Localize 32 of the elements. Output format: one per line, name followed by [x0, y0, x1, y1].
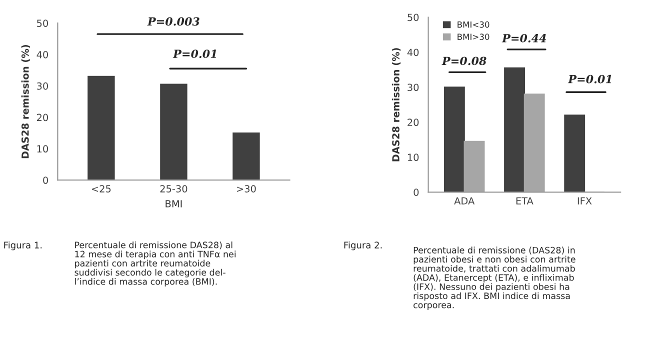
- y-axis-title: DAS28 remission (%): [392, 48, 401, 162]
- x-tick-label: ETA: [516, 197, 534, 204]
- y-tick-label: 40: [36, 50, 48, 58]
- legend-label: BMI<30: [458, 21, 490, 28]
- annotation: P=0.01: [172, 50, 216, 58]
- x-tick-label: ADA: [454, 197, 475, 204]
- text: Percentuale di remissione DAS28) al 12 mese di terapia con anti TNFα nei pazienti con artrite reumatoide suddivisi secondo le categorie del- l’indice di massa corporea (BMI).: [74, 242, 236, 286]
- annotation: P=0.01: [568, 74, 612, 84]
- y-axis-title: DAS28 remission (%): [21, 44, 30, 158]
- y-tick-label: 30: [408, 84, 419, 92]
- x-axis-title: BMI: [166, 200, 182, 208]
- annotation: P=0.08: [442, 56, 486, 66]
- y-tick-label: 20: [408, 118, 419, 126]
- y-tick-label: 10: [37, 145, 48, 153]
- y-tick-label: 0: [43, 176, 48, 184]
- y-tick-label: 10: [408, 154, 419, 162]
- y-tick-label: 20: [36, 114, 48, 122]
- x-tick-label: <25: [92, 185, 111, 192]
- x-tick-label: 25-30: [160, 185, 188, 192]
- annotation: P=0.003: [147, 17, 200, 26]
- y-tick-label: 0: [414, 188, 419, 196]
- y-tick-label: 40: [407, 48, 419, 56]
- text: Figura 1.: [4, 242, 42, 250]
- x-tick-label: IFX: [578, 197, 592, 204]
- x-tick-label: >30: [236, 185, 256, 192]
- legend-label: BMI>30: [458, 34, 490, 40]
- text: Percentuale di remissione (DAS28) in pazienti obesi e non obesi con artrite reumatoide, trattati con adalimumab (ADA), Etanercept (ETA), e infliximab (IFX). Nessuno dei pazienti obesi ha risposto ad IFX. BMI indice di massa corporea.: [414, 246, 576, 310]
- annotation: P=0.44: [502, 34, 546, 42]
- text: Figura 2.: [344, 242, 382, 250]
- y-tick-label: 30: [37, 82, 48, 90]
- y-tick-label: 50: [408, 14, 419, 22]
- y-tick-label: 50: [37, 20, 48, 27]
